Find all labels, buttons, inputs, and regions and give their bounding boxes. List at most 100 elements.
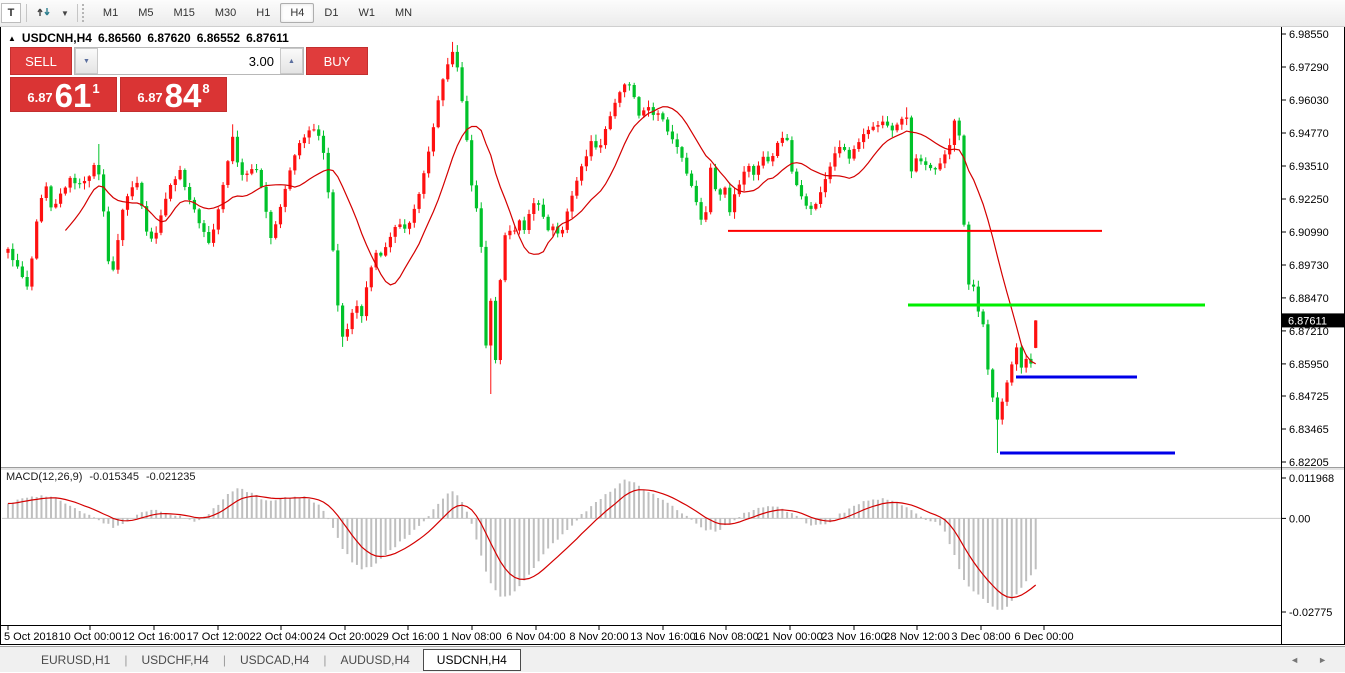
sell-price-pips: 61 xyxy=(54,76,92,114)
svg-text:22 Oct 04:00: 22 Oct 04:00 xyxy=(250,631,313,643)
buy-price-button[interactable]: 6.87 84 8 xyxy=(120,77,227,112)
tab-eurusd-h1[interactable]: EURUSD,H1 xyxy=(41,652,111,667)
svg-text:-0.02775: -0.02775 xyxy=(1289,607,1332,619)
price-axis[interactable] xyxy=(1282,33,1344,463)
chart-symbol-label: USDCNH,H4 xyxy=(21,31,92,45)
moving-average-line xyxy=(64,106,1036,365)
sell-price-button[interactable]: 6.87 61 1 xyxy=(10,77,117,112)
text-tool-button[interactable]: T xyxy=(1,3,21,23)
volume-input[interactable] xyxy=(98,48,280,74)
macd-axis[interactable] xyxy=(1282,477,1286,613)
svg-text:10 Oct 00:00: 10 Oct 00:00 xyxy=(59,631,122,643)
ohlc-high: 6.87620 xyxy=(147,31,191,45)
svg-text:0.00: 0.00 xyxy=(1289,513,1310,525)
svg-text:6.87210: 6.87210 xyxy=(1289,326,1329,338)
sell-button[interactable]: SELL xyxy=(10,47,72,75)
timeframe-button-d1[interactable]: D1 xyxy=(314,3,348,23)
svg-text:6.84725: 6.84725 xyxy=(1289,391,1329,403)
svg-text:1 Nov 08:00: 1 Nov 08:00 xyxy=(442,631,501,643)
svg-text:21 Nov 00:00: 21 Nov 00:00 xyxy=(757,631,822,643)
tab-separator: | xyxy=(222,652,226,667)
svg-text:6.97290: 6.97290 xyxy=(1289,62,1329,74)
volume-decrease-button[interactable]: ▼ xyxy=(75,48,98,74)
svg-text:6.83465: 6.83465 xyxy=(1289,424,1329,436)
macd-indicator-label: MACD(12,26,9) -0.015345 -0.021235 xyxy=(6,471,196,483)
svg-text:29 Oct 16:00: 29 Oct 16:00 xyxy=(377,631,440,643)
tab-usdchf-h4[interactable]: USDCHF,H4 xyxy=(141,652,209,667)
chart-tab-bar: EURUSD,H1 | USDCHF,H4 | USDCAD,H4 | AUDU… xyxy=(0,646,1345,672)
indicator-arrows-icon xyxy=(37,5,51,22)
toolbar-separator xyxy=(26,4,27,22)
svg-text:6.87611: 6.87611 xyxy=(1288,315,1327,327)
svg-text:6.94770: 6.94770 xyxy=(1289,128,1329,140)
tab-usdcad-h4[interactable]: USDCAD,H4 xyxy=(239,652,310,667)
macd-signal-line xyxy=(7,489,1037,599)
tab-separator: | xyxy=(323,652,327,667)
svg-text:6 Nov 04:00: 6 Nov 04:00 xyxy=(506,631,565,643)
svg-text:6.96030: 6.96030 xyxy=(1289,95,1329,107)
svg-text:0.011968: 0.011968 xyxy=(1289,473,1334,485)
macd-value: -0.015345 xyxy=(89,471,139,483)
svg-text:17 Oct 12:00: 17 Oct 12:00 xyxy=(187,631,250,643)
svg-text:5 Oct 2018: 5 Oct 2018 xyxy=(4,631,58,643)
toolbar-grip-handle[interactable] xyxy=(81,4,87,22)
current-price-tag xyxy=(1282,313,1344,328)
tab-separator: | xyxy=(124,652,128,667)
macd-name: MACD(12,26,9) xyxy=(6,471,83,483)
svg-text:6.85950: 6.85950 xyxy=(1289,359,1329,371)
arrows-tool-dropdown-caret[interactable]: ▼ xyxy=(58,3,72,23)
timeframe-button-m1[interactable]: M1 xyxy=(93,3,128,23)
ohlc-open: 6.86560 xyxy=(97,31,142,45)
timeframe-button-w1[interactable]: W1 xyxy=(348,3,385,23)
tab-audusd-h4[interactable]: AUDUSD,H4 xyxy=(340,652,410,667)
svg-text:12 Oct 16:00: 12 Oct 16:00 xyxy=(123,631,186,643)
sell-price-base: 6.87 xyxy=(27,90,53,105)
sell-price-point: 1 xyxy=(92,81,100,96)
timeframe-button-mn[interactable]: MN xyxy=(385,3,422,23)
svg-text:13 Nov 16:00: 13 Nov 16:00 xyxy=(630,631,695,643)
svg-text:6.98550: 6.98550 xyxy=(1289,29,1329,41)
svg-text:6.93510: 6.93510 xyxy=(1289,161,1329,173)
svg-text:6.89730: 6.89730 xyxy=(1289,260,1329,272)
arrows-tool-button[interactable] xyxy=(32,3,56,23)
svg-text:23 Nov 16:00: 23 Nov 16:00 xyxy=(821,631,886,643)
timeframe-button-h4[interactable]: H4 xyxy=(280,3,315,23)
buy-price-point: 8 xyxy=(202,81,210,96)
chart-background xyxy=(0,26,1345,645)
macd-histogram xyxy=(7,479,1037,610)
tabs-scroll-right-button[interactable]: ► xyxy=(1318,655,1327,665)
tab-usdcnh-h4[interactable]: USDCNH,H4 xyxy=(422,648,521,671)
toolbar: T ▼ M1 M5 M15 M30 H1 H4 D1 W1 MN xyxy=(0,0,1345,27)
svg-text:28 Nov 12:00: 28 Nov 12:00 xyxy=(884,631,949,643)
timeframe-button-m30[interactable]: M30 xyxy=(205,3,246,23)
svg-text:8 Nov 20:00: 8 Nov 20:00 xyxy=(569,631,628,643)
svg-text:6.88470: 6.88470 xyxy=(1289,293,1329,305)
svg-text:24 Oct 20:00: 24 Oct 20:00 xyxy=(314,631,377,643)
svg-text:6.82205: 6.82205 xyxy=(1289,457,1329,469)
buy-price-pips: 84 xyxy=(164,76,202,114)
volume-increase-button[interactable]: ▲ xyxy=(280,48,303,74)
svg-text:6 Dec 00:00: 6 Dec 00:00 xyxy=(1014,631,1073,643)
svg-text:3 Dec 08:00: 3 Dec 08:00 xyxy=(951,631,1010,643)
macd-signal-value: -0.021235 xyxy=(145,471,196,483)
timeframe-button-h1[interactable]: H1 xyxy=(246,3,280,23)
time-axis[interactable] xyxy=(7,626,1045,630)
buy-button[interactable]: BUY xyxy=(306,47,368,75)
toolbar-separator xyxy=(76,4,78,22)
tabs-scroll-left-button[interactable]: ◄ xyxy=(1290,655,1299,665)
svg-text:16 Nov 08:00: 16 Nov 08:00 xyxy=(693,631,758,643)
chart-title: ▲ USDCNH,H4 6.86560 6.87620 6.86552 6.87… xyxy=(8,31,289,45)
candle-bodies xyxy=(6,51,1038,420)
panel-splitter[interactable] xyxy=(0,467,1345,471)
collapse-triangle-icon[interactable]: ▲ xyxy=(8,33,16,43)
svg-text:6.90990: 6.90990 xyxy=(1289,227,1329,239)
one-click-trading-panel: SELL ▼ ▲ BUY 6.87 61 1 6.87 84 8 xyxy=(10,47,368,112)
volume-field: ▼ ▲ xyxy=(74,47,304,75)
buy-price-base: 6.87 xyxy=(137,90,163,105)
timeframe-button-m15[interactable]: M15 xyxy=(163,3,204,23)
timeframe-button-m5[interactable]: M5 xyxy=(128,3,163,23)
ohlc-close: 6.87611 xyxy=(246,31,289,45)
svg-text:6.92250: 6.92250 xyxy=(1289,194,1329,206)
ohlc-low: 6.86552 xyxy=(196,31,241,45)
